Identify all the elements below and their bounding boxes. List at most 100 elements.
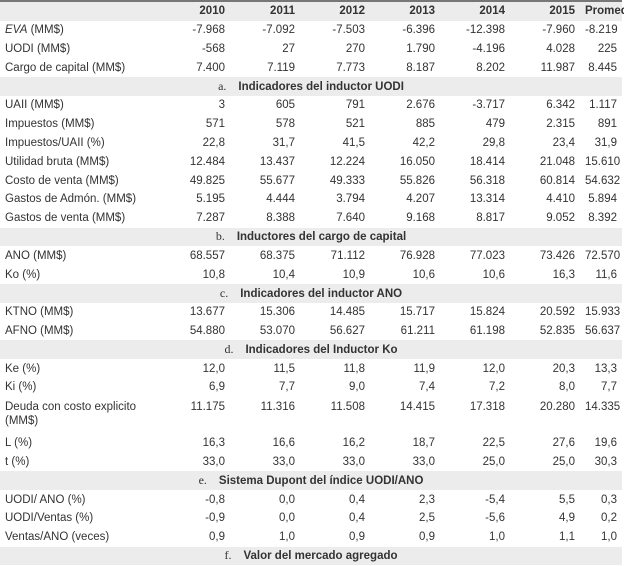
value-cell: 14.485 [329, 306, 365, 319]
value-cell: -7.968 [192, 24, 225, 37]
row-label-cell: AFNO (MM$) [0, 322, 160, 341]
value-cell: 20.592 [539, 306, 575, 319]
row-label: UODI (MM$) [5, 42, 71, 55]
value-cell: 61.211 [400, 324, 435, 337]
value-cell: -0,9 [205, 512, 225, 525]
value-cell: 68.557 [189, 249, 225, 262]
value-cell: 17.318 [469, 400, 505, 413]
value-cell: 11.316 [260, 400, 295, 413]
row-label-cell: Ki (%) [0, 378, 160, 397]
table-row: L (%) 16,3 16,6 16,2 18,7 22,5 27,6 19,6 [0, 434, 622, 453]
value-cell: 23,4 [552, 136, 575, 149]
value-cell: 31,9 [594, 136, 617, 149]
value-cell: 60.814 [539, 174, 575, 187]
row-label-cell: Ko (%) [0, 265, 160, 284]
section-header: a. Indicadores del inductor UODI [0, 77, 622, 96]
row-label: Cargo de capital (MM$) [5, 61, 126, 74]
value-cell: 54.880 [189, 324, 225, 337]
value-cell: 52.835 [539, 324, 575, 337]
column-header: 2011 [230, 1, 300, 21]
value-cell: 6,9 [209, 381, 225, 394]
value-cell: 19,6 [594, 437, 617, 450]
value-cell: 8.388 [266, 212, 295, 225]
row-label-cell: Ventas/ANO (veces) [0, 528, 160, 547]
value-cell: -8.219 [585, 24, 618, 37]
section-header: e. Sistema Dupont del índice UODI/ANO [0, 471, 622, 491]
value-cell: 21.048 [539, 155, 575, 168]
value-cell: 72.570 [585, 249, 621, 262]
value-cell: 20,3 [552, 362, 575, 375]
row-label-cell: UAII (MM$) [0, 96, 160, 115]
value-cell: 12,0 [202, 362, 225, 375]
table-row: Cargo de capital (MM$) 7.400 7.119 7.773 8.1… [0, 58, 622, 77]
value-cell: 1.790 [406, 42, 435, 55]
table-row: Impuestos/UAII (%) 22,8 31,7 41,5 42,2 29,8 23… [0, 134, 622, 153]
value-cell: 11,6 [595, 268, 617, 281]
table-row: KTNO (MM$) 13.677 15.306 14.485 15.717 15.824… [0, 303, 622, 322]
row-label-cell: t (%) [0, 453, 160, 472]
section-title: Valor del mercado agregado [243, 550, 398, 563]
value-cell: 15.610 [585, 155, 621, 168]
value-cell: 5.894 [588, 193, 617, 206]
value-cell: 1,0 [489, 531, 505, 544]
value-cell: 2,5 [419, 512, 435, 525]
value-cell: 33,0 [272, 455, 295, 468]
row-label: Costo de venta (MM$) [5, 174, 119, 187]
value-cell: 5.195 [196, 193, 225, 206]
value-cell: 27 [282, 42, 295, 55]
value-cell: 56.637 [585, 324, 621, 337]
value-cell: 0,9 [209, 531, 225, 544]
section-title-cell: f. Valor del mercado agregado [0, 546, 622, 566]
section-title: Indicadores del inductor UODI [238, 81, 404, 94]
value-cell: 605 [275, 99, 295, 112]
value-cell: 225 [597, 42, 617, 55]
column-header: Promedio [580, 1, 624, 21]
section-title: Sistema Dupont del índice UODI/ANO [218, 475, 424, 488]
row-label: Gastos de Admón. (MM$) [5, 193, 137, 206]
row-label-cell: ANO (MM$) [0, 246, 160, 265]
value-cell: 10,6 [412, 268, 435, 281]
value-cell: 7.287 [196, 212, 225, 225]
table-row: UAII (MM$) 3 605 791 2.676 -3.717 6.342 1.117 [0, 96, 622, 115]
value-cell: 7,7 [601, 381, 617, 394]
row-label: Utilidad bruta (MM$) [5, 155, 110, 168]
value-cell: 42,2 [412, 136, 435, 149]
value-cell: 15.824 [469, 306, 505, 319]
value-cell: 33,0 [202, 455, 225, 468]
value-cell: 13.677 [189, 306, 225, 319]
value-cell: 1,1 [559, 531, 575, 544]
row-label-cell: UODI (MM$) [0, 40, 160, 59]
column-header: 2012 [300, 1, 370, 21]
value-cell: -12.398 [465, 24, 505, 37]
table-row: AFNO (MM$) 54.880 53.070 56.627 61.211 61.198… [0, 322, 622, 341]
row-label: Ki (%) [5, 381, 37, 394]
value-cell: 15.933 [585, 306, 621, 319]
value-cell: 11.508 [330, 400, 365, 413]
value-cell: 0,4 [349, 512, 365, 525]
value-cell: 18,7 [412, 437, 435, 450]
value-cell: 11.987 [540, 61, 575, 74]
header-row: 201020112012201320142015Promedio [0, 1, 624, 21]
value-cell: 10,6 [482, 268, 505, 281]
value-cell: 8,0 [559, 381, 575, 394]
section-letter: d. [224, 342, 234, 357]
row-label: UODI/ ANO (%) [5, 493, 86, 506]
value-cell: 13.314 [469, 193, 505, 206]
value-cell: 891 [597, 118, 617, 131]
value-cell: 33,0 [412, 455, 435, 468]
value-cell: -0,8 [205, 493, 225, 506]
row-label-cell: Gastos de venta (MM$) [0, 209, 160, 228]
table-row: Costo de venta (MM$) 49.825 55.677 49.333 55… [0, 171, 622, 190]
row-label-cell: Impuestos (MM$) [0, 115, 160, 134]
value-cell: 53.070 [259, 324, 295, 337]
value-cell: -568 [201, 42, 225, 55]
value-cell: -3.717 [472, 99, 505, 112]
column-header: 2014 [440, 1, 510, 21]
table-row: UODI/Ventas (%) -0,9 0,0 0,4 2,5 -5,6 4,9 0,2 [0, 509, 622, 528]
value-cell: 16,3 [552, 268, 575, 281]
value-cell: 7,4 [419, 381, 435, 394]
value-cell: 55.677 [259, 174, 295, 187]
table-row: Ko (%) 10,8 10,4 10,9 10,6 10,6 16,3 11,6 [0, 265, 622, 284]
value-cell: 11,5 [273, 362, 295, 375]
value-cell: 10,4 [272, 268, 295, 281]
